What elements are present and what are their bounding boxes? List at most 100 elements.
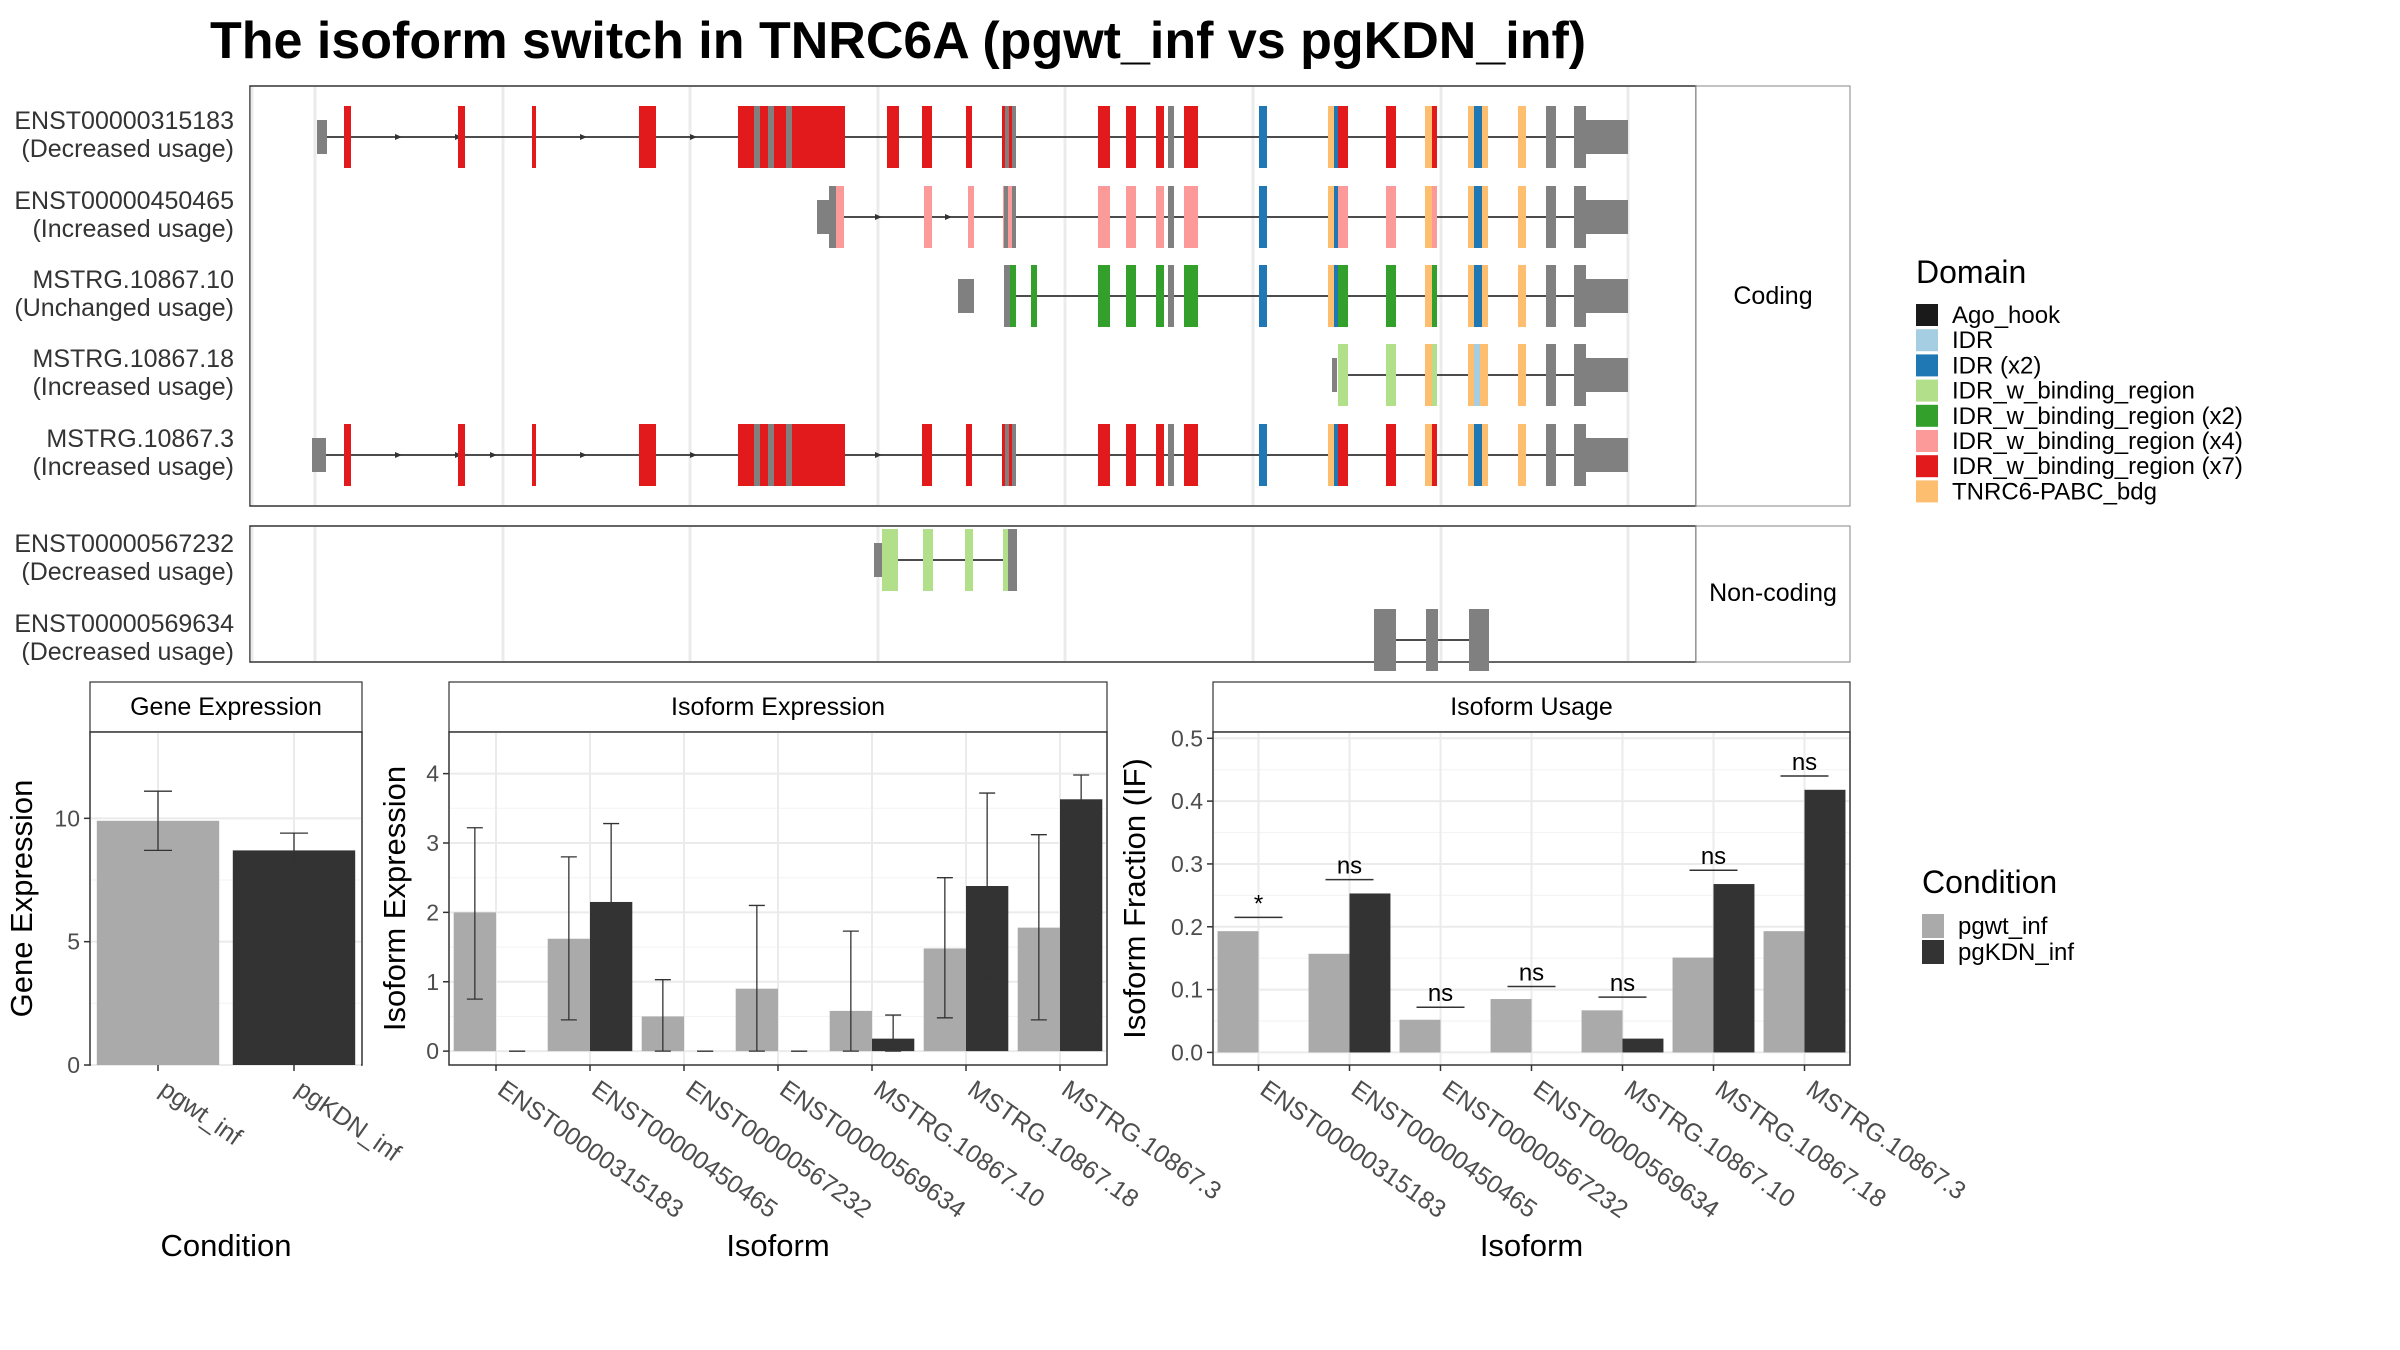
significance-label: * — [1254, 890, 1263, 917]
exon-block — [1338, 186, 1348, 248]
exon-block — [754, 106, 760, 168]
exon-block — [1386, 186, 1396, 248]
exon-block — [1386, 344, 1396, 406]
transcript-id-label: ENST00000567232 — [14, 530, 234, 558]
exon-block — [1468, 186, 1474, 248]
bar — [1713, 884, 1755, 1053]
bar — [1217, 931, 1259, 1053]
exon-block — [1012, 106, 1016, 168]
exon-block — [1168, 186, 1174, 248]
exon-block — [317, 120, 327, 154]
condition-legend-key — [1922, 914, 1944, 938]
exon-block — [1126, 186, 1136, 248]
exon-block — [1425, 265, 1432, 327]
strand-arrow — [690, 134, 697, 140]
coding-panel-tracks — [312, 106, 1628, 486]
exon-block — [639, 424, 656, 486]
exon-block — [786, 106, 792, 168]
exon-block — [1518, 106, 1526, 168]
exon-block — [1184, 265, 1198, 327]
exon-block — [1168, 265, 1174, 327]
x-axis-title: Isoform — [726, 1228, 829, 1263]
exon-block — [1168, 424, 1174, 486]
domain-legend-label: IDR (x2) — [1952, 352, 2041, 379]
domain-legend-key — [1916, 480, 1938, 503]
transcript-structure-panels: Coding Non-coding ENST00000315183(Decrea… — [14, 85, 1851, 671]
domain-legend-label: TNRC6-PABC_bdg — [1952, 478, 2157, 505]
exon-block — [786, 424, 792, 486]
y-axis-title: Gene Expression — [4, 780, 39, 1018]
exon-block — [768, 106, 774, 168]
exon-block — [922, 424, 932, 486]
strand-arrow — [875, 452, 882, 458]
exon-block — [1386, 265, 1396, 327]
exon-block — [1338, 344, 1348, 406]
exon-block — [1156, 424, 1164, 486]
domain-legend-key — [1916, 455, 1938, 478]
noncoding-panel-tracks — [874, 529, 1489, 671]
bar — [1763, 931, 1805, 1053]
exon-block — [1328, 186, 1334, 248]
exon-block — [1468, 265, 1474, 327]
exon-block — [1168, 106, 1174, 168]
transcript-labels: ENST00000315183(Decreased usage)ENST0000… — [14, 107, 234, 666]
y-tick-label: 10 — [54, 805, 80, 831]
transcript-usage-label: (Increased usage) — [32, 453, 234, 481]
exon-block — [1010, 265, 1016, 327]
condition-legend-label: pgwt_inf — [1958, 913, 2048, 940]
exon-block — [1432, 344, 1437, 406]
domain-legend-title: Domain — [1916, 254, 2026, 290]
condition-legend-key — [1922, 940, 1944, 964]
exon-block — [1432, 265, 1437, 327]
exon-block — [1005, 106, 1009, 168]
domain-legend-label: IDR_w_binding_region (x7) — [1952, 453, 2243, 480]
exon-block — [1574, 424, 1586, 486]
domain-legend-label: IDR_w_binding_region (x4) — [1952, 428, 2243, 455]
domain-legend-key — [1916, 379, 1938, 402]
exon-block — [1184, 106, 1198, 168]
exon-block — [1432, 424, 1437, 486]
exon-block — [1546, 186, 1556, 248]
domain-legend-key — [1916, 354, 1938, 377]
exon-block — [1328, 265, 1334, 327]
y-tick-label: 4 — [426, 761, 439, 787]
exon-block — [1482, 186, 1488, 248]
exon-block — [874, 543, 882, 577]
domain-legend-label: IDR — [1952, 327, 1993, 354]
exon-block — [1468, 344, 1474, 406]
transcript-id-label: MSTRG.10867.3 — [46, 425, 234, 453]
bar — [1672, 957, 1714, 1053]
exon-block — [344, 106, 351, 168]
exon-block — [1334, 265, 1338, 327]
exon-block — [1474, 106, 1482, 168]
y-tick-label: 5 — [67, 929, 80, 955]
exon-block — [458, 424, 465, 486]
transcript-id-label: ENST00000315183 — [14, 107, 234, 135]
exon-block — [1259, 424, 1267, 486]
bar — [1399, 1019, 1441, 1053]
noncoding-strip — [1695, 525, 1851, 663]
domain-legend-label: Ago_hook — [1952, 302, 2061, 329]
exon-block — [1003, 529, 1011, 591]
domain-legend-key — [1916, 329, 1938, 352]
transcript-id-label: ENST00000569634 — [14, 610, 234, 638]
bar — [1490, 999, 1532, 1053]
chart-strip-title: Gene Expression — [130, 693, 322, 721]
significance-label: ns — [1428, 980, 1453, 1007]
exon-block — [1574, 106, 1586, 168]
exon-block — [922, 106, 932, 168]
exon-block — [1546, 106, 1556, 168]
transcript-track-0 — [317, 106, 1628, 168]
x-tick-label: pgwt_inf — [155, 1075, 247, 1151]
transcript-track-4 — [312, 424, 1628, 486]
exon-block — [1259, 186, 1267, 248]
transcript-track-3 — [1332, 344, 1628, 406]
bar — [1581, 1010, 1623, 1053]
significance-label: ns — [1519, 959, 1544, 986]
strand-arrow — [395, 452, 402, 458]
strand-arrow — [395, 134, 402, 140]
coding-strip — [1695, 85, 1851, 507]
